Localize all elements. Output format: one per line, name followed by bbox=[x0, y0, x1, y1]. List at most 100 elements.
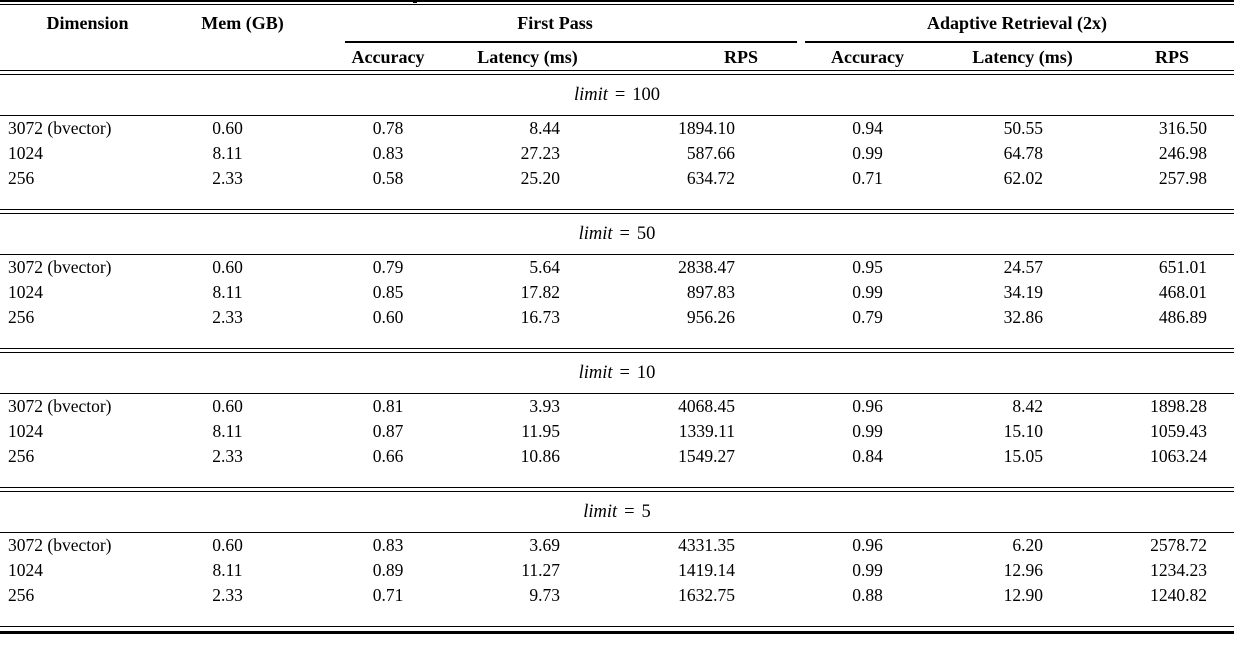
table-cell: 651.01 bbox=[1158, 257, 1207, 277]
bottom-double-rule bbox=[0, 626, 1234, 634]
table-cell: 4331.35 bbox=[678, 535, 735, 555]
table-cell: 8.11 bbox=[212, 282, 243, 302]
rule-line bbox=[0, 626, 1234, 634]
table-cell: 0.99 bbox=[852, 560, 883, 580]
table-cell: 1059.43 bbox=[1150, 421, 1207, 441]
table-cell: 8.44 bbox=[529, 118, 560, 138]
table-cell: 3.69 bbox=[529, 535, 560, 555]
table-cell: 1024 bbox=[8, 421, 43, 441]
table-cell: 246.98 bbox=[1158, 143, 1207, 163]
table-row: 1024 8.11 0.87 11.95 1339.11 0.99 15.10 … bbox=[0, 419, 1234, 444]
group-header-first-pass: First Pass bbox=[517, 12, 593, 33]
subheader-accuracy-fp: Accuracy bbox=[351, 47, 425, 67]
subheader-latency-fp: Latency (ms) bbox=[477, 47, 578, 67]
table-row: 1024 8.11 0.85 17.82 897.83 0.99 34.19 4… bbox=[0, 280, 1234, 305]
table-cell: 16.73 bbox=[520, 307, 560, 327]
limit-label: limit = 50 bbox=[0, 213, 1234, 255]
table-cell: 468.01 bbox=[1158, 282, 1207, 302]
table-cell: 27.23 bbox=[520, 143, 560, 163]
table-cell: 1024 bbox=[8, 282, 43, 302]
table-cell: 0.94 bbox=[852, 118, 883, 138]
limit-value: 50 bbox=[636, 223, 656, 244]
limit-label: limit = 100 bbox=[0, 74, 1234, 116]
table-cell: 8.11 bbox=[212, 560, 243, 580]
table-cell: 2.33 bbox=[212, 585, 243, 605]
table-cell: 2.33 bbox=[212, 307, 243, 327]
table-cell: 1240.82 bbox=[1150, 585, 1207, 605]
column-header-dimension: Dimension bbox=[46, 12, 129, 33]
table-cell: 1419.14 bbox=[678, 560, 735, 580]
section-header-limit-10: limit = 10 bbox=[0, 352, 1234, 394]
table-cell: 0.66 bbox=[372, 446, 404, 466]
section-double-rule bbox=[0, 70, 1234, 75]
table-cell: 11.95 bbox=[521, 421, 560, 441]
section-double-rule bbox=[0, 209, 1234, 214]
table-cell: 1632.75 bbox=[678, 585, 735, 605]
section-header-limit-100: limit = 100 bbox=[0, 74, 1234, 116]
table-cell: 8.11 bbox=[212, 421, 243, 441]
table-cell: 0.89 bbox=[372, 560, 404, 580]
table-cell: 1024 bbox=[8, 560, 43, 580]
subheader-rps-fp: RPS bbox=[723, 47, 758, 67]
table-cell: 9.73 bbox=[529, 585, 560, 605]
table-cell: 34.19 bbox=[1003, 282, 1043, 302]
equals-sign: = bbox=[624, 501, 635, 522]
table-cell: 1024 bbox=[8, 143, 43, 163]
table-cell: 0.84 bbox=[852, 446, 883, 466]
table-cell: 0.79 bbox=[852, 307, 883, 327]
table-cell: 15.10 bbox=[1003, 421, 1043, 441]
table-cell: 25.20 bbox=[520, 168, 560, 188]
table-row: 3072 (bvector) 0.60 0.78 8.44 1894.10 0.… bbox=[0, 116, 1234, 142]
table-cell: 3072 (bvector) bbox=[8, 396, 112, 416]
table-cell: 316.50 bbox=[1158, 118, 1207, 138]
table-cell: 0.81 bbox=[372, 396, 404, 416]
table-cell: 2.33 bbox=[212, 446, 243, 466]
table-cell: 11.27 bbox=[521, 560, 560, 580]
table-row: 256 2.33 0.60 16.73 956.26 0.79 32.86 48… bbox=[0, 305, 1234, 349]
table-cell: 8.11 bbox=[212, 143, 243, 163]
crop-artifact-mark bbox=[413, 0, 417, 3]
table-cell: 0.88 bbox=[852, 585, 883, 605]
table-cell: 587.66 bbox=[686, 143, 735, 163]
table-cell: 0.95 bbox=[852, 257, 883, 277]
table-cell: 3072 (bvector) bbox=[8, 535, 112, 555]
table-cell: 0.60 bbox=[372, 307, 404, 327]
table-cell: 0.71 bbox=[372, 585, 404, 605]
table-cell: 1063.24 bbox=[1150, 446, 1207, 466]
limit-value: 100 bbox=[632, 84, 661, 105]
table-cell: 0.96 bbox=[852, 396, 883, 416]
table-cell: 50.55 bbox=[1003, 118, 1043, 138]
table-cell: 24.57 bbox=[1003, 257, 1043, 277]
table-cell: 256 bbox=[8, 168, 35, 188]
table-cell: 257.98 bbox=[1158, 168, 1207, 188]
table-row: 256 2.33 0.71 9.73 1632.75 0.88 12.90 12… bbox=[0, 583, 1234, 627]
limit-word: limit bbox=[578, 362, 613, 383]
top-double-rule bbox=[0, 0, 1234, 5]
table-cell: 10.86 bbox=[520, 446, 560, 466]
table-row: 3072 (bvector) 0.60 0.81 3.93 4068.45 0.… bbox=[0, 394, 1234, 420]
equals-sign: = bbox=[614, 84, 626, 105]
rule-line bbox=[0, 0, 1234, 5]
table-cell: 0.58 bbox=[372, 168, 404, 188]
rule-line bbox=[0, 348, 1234, 353]
subheader-latency-ar: Latency (ms) bbox=[972, 47, 1073, 67]
table-cell: 17.82 bbox=[520, 282, 560, 302]
table-cell: 2.33 bbox=[212, 168, 243, 188]
table-cell: 12.96 bbox=[1003, 560, 1043, 580]
table-cell: 3.93 bbox=[529, 396, 560, 416]
table-cell: 1898.28 bbox=[1150, 396, 1207, 416]
table-cell: 1234.23 bbox=[1150, 560, 1207, 580]
equals-sign: = bbox=[619, 362, 630, 383]
table-cell: 15.05 bbox=[1003, 446, 1043, 466]
subheader-rps-ar: RPS bbox=[1154, 47, 1189, 67]
limit-word: limit bbox=[573, 84, 608, 105]
cmidrule-first-pass bbox=[310, 41, 800, 45]
table-row: 1024 8.11 0.89 11.27 1419.14 0.99 12.96 … bbox=[0, 558, 1234, 583]
table-cell: 1549.27 bbox=[678, 446, 735, 466]
column-header-mem: Mem (GB) bbox=[201, 12, 284, 33]
table-cell: 0.71 bbox=[852, 168, 883, 188]
table-cell: 256 bbox=[8, 585, 35, 605]
table-cell: 256 bbox=[8, 307, 35, 327]
subheader-row: Accuracy Latency (ms) RPS Accuracy Laten… bbox=[0, 45, 1234, 71]
